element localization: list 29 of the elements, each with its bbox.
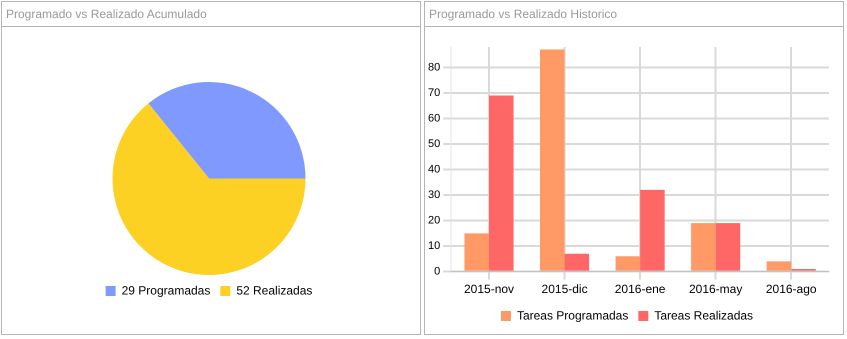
y-tick-label: 20 <box>428 214 440 227</box>
y-tick-label: 40 <box>428 164 440 176</box>
bar <box>489 95 514 271</box>
x-tick-label: 2016-ene <box>614 282 666 296</box>
x-tick-label: 2016-ago <box>766 282 817 296</box>
y-tick-label: 60 <box>428 112 440 124</box>
bar <box>464 233 490 271</box>
x-tick-label: 2015-dic <box>542 282 588 296</box>
bar <box>766 261 792 271</box>
bar <box>540 50 565 271</box>
x-tick-label: 2016-may <box>688 282 742 296</box>
x-tick-label: 2015-nov <box>464 282 514 296</box>
legend-label: 29 Programadas <box>122 283 210 298</box>
bar <box>716 223 740 271</box>
chart-title: Programado vs Realizado Acumulado <box>2 2 420 27</box>
y-tick-label: 80 <box>428 61 440 74</box>
y-tick-label: 70 <box>428 86 440 99</box>
y-tick-label: 0 <box>434 266 440 278</box>
legend-label: Tareas Programadas <box>516 308 628 322</box>
bar <box>616 256 640 271</box>
bar <box>640 190 665 271</box>
bar <box>691 223 716 271</box>
legend-label: Tareas Realizadas <box>654 308 754 322</box>
y-tick-label: 10 <box>428 240 440 252</box>
legend-label: 52 Realizadas <box>236 283 312 298</box>
y-tick-label: 30 <box>428 189 440 202</box>
bar <box>564 254 590 271</box>
chart-title: Programado vs Realizado Historico <box>425 2 843 27</box>
y-tick-label: 50 <box>428 138 440 150</box>
